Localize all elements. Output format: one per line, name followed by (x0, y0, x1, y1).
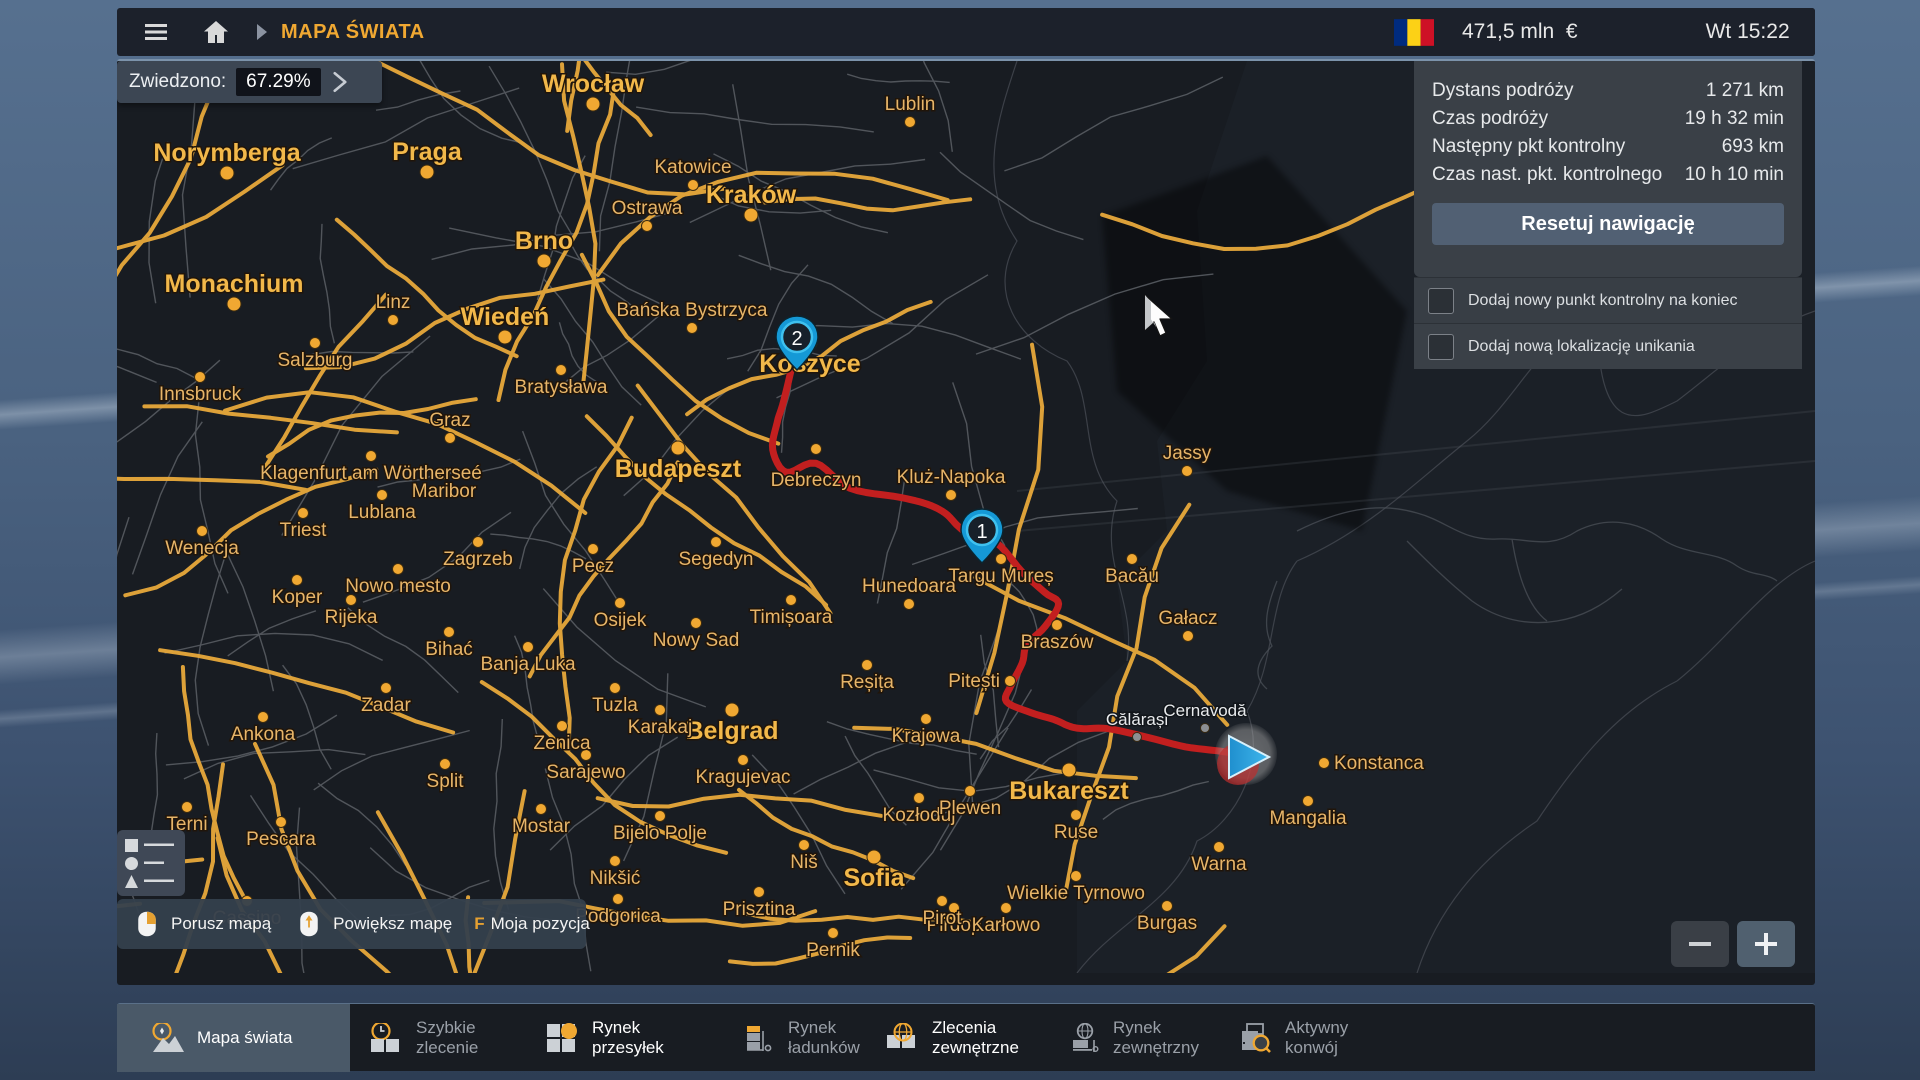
svg-text:Jassy: Jassy (1163, 443, 1212, 464)
svg-text:Triest: Triest (280, 520, 328, 541)
svg-text:Pitești: Pitești (948, 671, 1000, 692)
svg-text:Pescara: Pescara (246, 829, 316, 850)
svg-text:Kraków: Kraków (706, 181, 797, 209)
svg-text:Sofia: Sofia (843, 864, 905, 892)
svg-text:Wielkie Tyrnowo: Wielkie Tyrnowo (1007, 883, 1145, 904)
svg-text:Koper: Koper (272, 587, 323, 608)
svg-text:Pirot: Pirot (922, 908, 962, 929)
svg-text:Nowo mesto: Nowo mesto (345, 576, 451, 597)
svg-text:Călărași: Călărași (1106, 710, 1168, 729)
svg-text:Rijeka: Rijeka (325, 607, 378, 628)
svg-text:Konstanca: Konstanca (1334, 753, 1424, 774)
svg-text:Bratysława: Bratysława (515, 377, 608, 398)
svg-text:Bacău: Bacău (1105, 566, 1159, 587)
svg-text:Split: Split (427, 771, 465, 792)
svg-text:Cernavodă: Cernavodă (1163, 701, 1247, 720)
svg-text:Zenica: Zenica (533, 733, 590, 754)
svg-text:Lublin: Lublin (885, 94, 936, 115)
svg-text:Zagrzeb: Zagrzeb (443, 549, 513, 570)
svg-text:Karłowo: Karłowo (972, 915, 1041, 936)
svg-text:Zadar: Zadar (361, 695, 411, 716)
svg-text:Krajowa: Krajowa (892, 726, 961, 747)
svg-text:Bijelo Polje: Bijelo Polje (613, 823, 707, 844)
svg-text:1: 1 (976, 521, 987, 543)
svg-text:Tuzla: Tuzla (592, 695, 638, 716)
svg-text:Praga: Praga (392, 138, 463, 166)
svg-text:Nikšić: Nikšić (590, 868, 641, 889)
svg-text:Wrocław: Wrocław (542, 70, 645, 98)
svg-text:Ostrawa: Ostrawa (612, 198, 683, 219)
svg-text:Lublana: Lublana (348, 502, 416, 523)
svg-text:Osijek: Osijek (594, 610, 647, 631)
svg-text:Nowy Sad: Nowy Sad (653, 630, 740, 651)
svg-text:Niš: Niš (790, 852, 817, 873)
svg-text:Bihać: Bihać (425, 639, 473, 660)
svg-text:Maribor: Maribor (412, 481, 477, 502)
svg-text:Bukareszt: Bukareszt (1009, 777, 1129, 805)
svg-text:Burgas: Burgas (1137, 913, 1197, 934)
svg-text:Katowice: Katowice (654, 157, 731, 178)
svg-text:Timișoara: Timișoara (750, 607, 833, 628)
svg-text:Belgrad: Belgrad (685, 717, 778, 745)
svg-text:Plewen: Plewen (939, 798, 1001, 819)
svg-text:Linz: Linz (376, 292, 411, 313)
svg-text:Gałacz: Gałacz (1158, 608, 1217, 629)
svg-text:Innsbruck: Innsbruck (159, 384, 242, 405)
svg-text:Reșița: Reșița (840, 672, 894, 693)
svg-text:Ankona: Ankona (231, 724, 296, 745)
svg-text:Monachium: Monachium (165, 270, 304, 298)
svg-text:Kluż-Napoka: Kluż-Napoka (897, 467, 1006, 488)
svg-text:Sarajewo: Sarajewo (546, 762, 625, 783)
svg-text:Pernik: Pernik (806, 940, 860, 961)
svg-text:Segedyn: Segedyn (678, 549, 753, 570)
svg-text:Budapeszt: Budapeszt (615, 455, 742, 483)
svg-text:Brno: Brno (515, 227, 573, 255)
svg-text:Ruse: Ruse (1054, 822, 1098, 843)
svg-text:Mostar: Mostar (512, 816, 571, 837)
svg-text:Wiedeń: Wiedeń (461, 303, 550, 331)
svg-text:Karakaj: Karakaj (628, 717, 692, 738)
svg-text:Warna: Warna (1191, 854, 1247, 875)
svg-text:Braszów: Braszów (1021, 632, 1094, 653)
svg-text:Bańska Bystrzyca: Bańska Bystrzyca (617, 300, 768, 321)
svg-text:Debreczyn: Debreczyn (771, 470, 862, 491)
svg-text:Prisztina: Prisztina (723, 899, 796, 920)
svg-text:Pecz: Pecz (572, 556, 614, 577)
svg-text:Salzburg: Salzburg (278, 350, 353, 371)
svg-text:Norymberga: Norymberga (153, 139, 301, 167)
svg-text:Graz: Graz (429, 410, 470, 431)
svg-text:Kragujevac: Kragujevac (695, 767, 790, 788)
svg-text:Hunedoara: Hunedoara (862, 576, 956, 597)
svg-text:Wenecja: Wenecja (165, 538, 239, 559)
svg-text:Mangalia: Mangalia (1269, 808, 1347, 829)
svg-text:2: 2 (791, 328, 802, 350)
svg-text:Targu Mureș: Targu Mureș (948, 566, 1054, 587)
svg-text:Banja Luka: Banja Luka (480, 654, 576, 675)
